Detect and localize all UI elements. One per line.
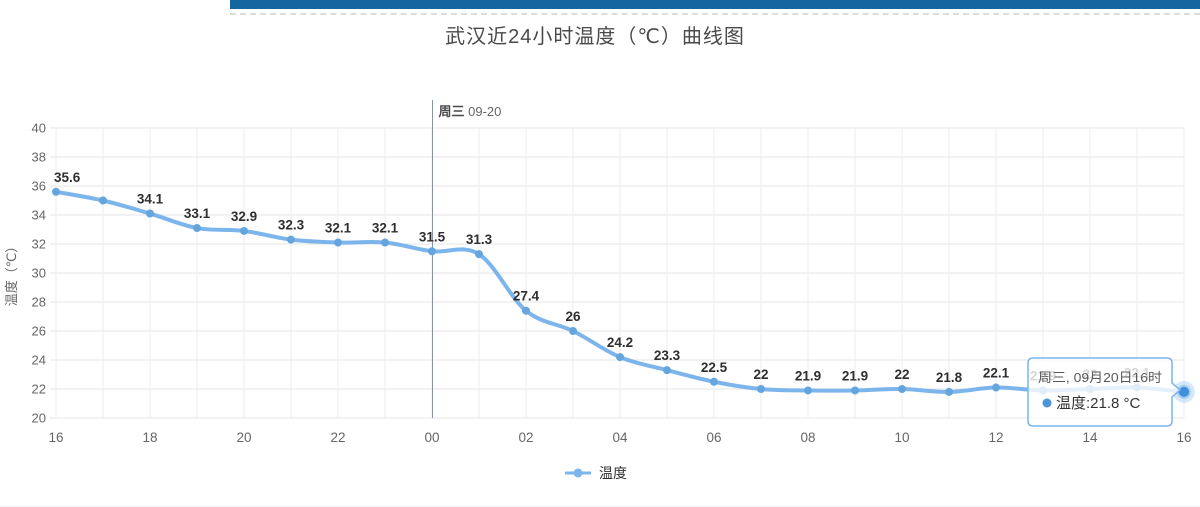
data-point[interactable] xyxy=(146,209,154,218)
y-tick-label: 24 xyxy=(32,353,46,368)
data-point-label: 31.3 xyxy=(466,232,493,247)
tooltip-series-dot-icon xyxy=(1042,398,1052,408)
data-point[interactable] xyxy=(428,247,436,256)
data-point[interactable] xyxy=(757,385,765,393)
x-tick-label: 22 xyxy=(330,430,345,445)
data-point[interactable] xyxy=(52,187,60,196)
data-point-label: 24.2 xyxy=(607,335,633,350)
data-point-label: 31.5 xyxy=(419,229,446,244)
x-tick-label: 04 xyxy=(612,430,628,445)
data-point[interactable] xyxy=(616,353,624,362)
y-tick-label: 34 xyxy=(32,208,46,223)
data-point-label: 21.8 xyxy=(936,370,963,385)
legend-label: 温度 xyxy=(599,465,627,481)
data-point-label: 22 xyxy=(894,367,909,382)
y-tick-label: 20 xyxy=(32,411,46,426)
data-point[interactable] xyxy=(992,383,1000,392)
data-point[interactable] xyxy=(193,224,201,233)
x-tick-label: 14 xyxy=(1082,430,1098,445)
x-tick-label: 02 xyxy=(518,430,533,445)
y-tick-label: 26 xyxy=(32,324,46,339)
tooltip-box xyxy=(1027,357,1182,427)
data-point[interactable] xyxy=(334,238,342,247)
x-tick-label: 18 xyxy=(142,430,157,445)
top-accent-bar xyxy=(230,0,1200,9)
top-dashed-divider xyxy=(230,13,1200,15)
data-point-label: 23.3 xyxy=(654,348,681,363)
data-point[interactable] xyxy=(851,386,859,395)
x-tick-label: 16 xyxy=(1176,430,1191,445)
data-point[interactable] xyxy=(804,386,812,395)
y-tick-label: 38 xyxy=(32,150,46,165)
data-point-label: 33.1 xyxy=(184,206,211,221)
data-point-label: 34.1 xyxy=(137,192,164,207)
y-tick-label: 36 xyxy=(32,179,46,194)
x-tick-label: 12 xyxy=(988,430,1003,445)
data-point[interactable] xyxy=(945,387,953,396)
chart-title: 武汉近24小时温度（℃）曲线图 xyxy=(445,26,745,48)
y-tick-label: 32 xyxy=(32,237,46,252)
data-point-label: 32.1 xyxy=(325,221,352,236)
data-point-label: 26 xyxy=(565,309,581,324)
day-marker-label: 周三 09-20 xyxy=(439,104,502,119)
y-axis-title: 温度（℃） xyxy=(4,240,19,307)
data-point[interactable] xyxy=(663,366,671,375)
data-point[interactable] xyxy=(287,235,295,244)
data-point[interactable] xyxy=(710,377,718,386)
legend-dot-icon xyxy=(573,468,583,478)
data-point-label: 21.9 xyxy=(795,368,821,383)
data-point-label: 21.9 xyxy=(842,368,868,383)
legend-item-temperature[interactable]: 温度 xyxy=(565,465,627,481)
y-tick-label: 28 xyxy=(32,295,46,310)
data-point[interactable] xyxy=(240,226,248,235)
data-point[interactable] xyxy=(569,327,577,335)
data-point-label: 32.9 xyxy=(231,209,257,224)
y-tick-label: 22 xyxy=(32,382,46,397)
data-point-label: 22 xyxy=(753,367,768,382)
data-point[interactable] xyxy=(522,306,530,315)
x-tick-label: 06 xyxy=(706,430,721,445)
y-tick-label: 40 xyxy=(32,121,46,136)
data-point-label: 32.1 xyxy=(372,221,399,236)
x-tick-label: 00 xyxy=(424,430,439,445)
x-tick-label: 16 xyxy=(48,430,63,445)
data-point[interactable] xyxy=(381,238,389,247)
data-point-label: 22.1 xyxy=(983,366,1010,381)
data-point-label: 22.5 xyxy=(701,360,728,375)
tooltip-value: 温度:21.8 °C xyxy=(1056,395,1141,412)
y-tick-label: 30 xyxy=(32,266,46,281)
x-tick-label: 20 xyxy=(236,430,251,445)
data-point-label: 32.3 xyxy=(278,218,305,233)
data-point[interactable] xyxy=(898,385,906,393)
x-tick-label: 08 xyxy=(800,430,815,445)
tooltip-title: 周三, 09月20日16时 xyxy=(1038,370,1162,385)
data-point-label: 27.4 xyxy=(513,289,540,304)
data-point[interactable] xyxy=(99,196,107,205)
x-tick-label: 10 xyxy=(894,430,909,445)
data-point-label: 35.6 xyxy=(54,170,81,185)
data-point[interactable] xyxy=(475,250,483,259)
highlighted-data-point[interactable] xyxy=(1179,386,1189,397)
